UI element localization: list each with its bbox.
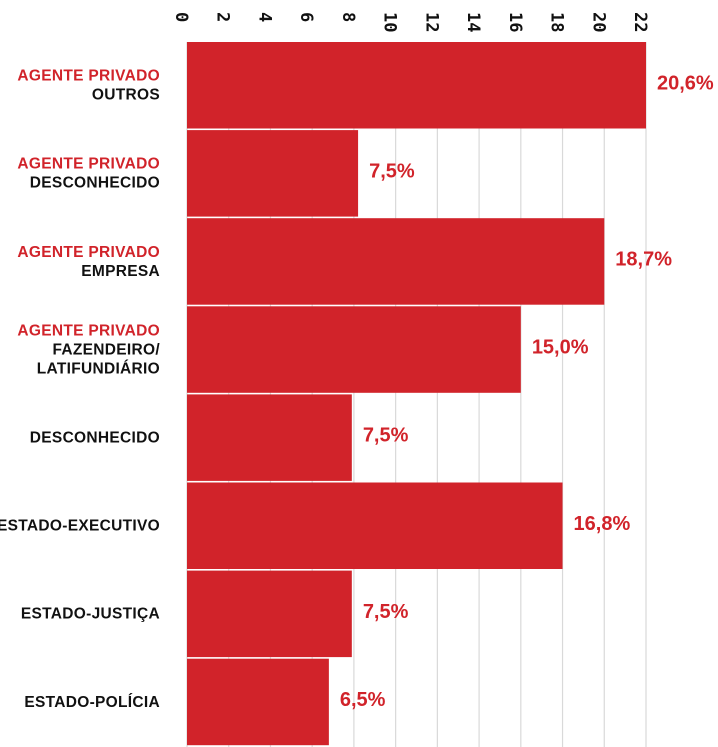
bar — [187, 394, 352, 481]
value-label: 16,8% — [574, 513, 631, 535]
x-tick-label: 12 — [421, 12, 441, 32]
category-label: LATIFUNDIÁRIO — [37, 360, 160, 377]
x-tick-label: 16 — [505, 12, 525, 32]
category-label: AGENTE PRIVADO — [17, 68, 160, 85]
category-label: AGENTE PRIVADO — [17, 244, 160, 261]
value-label: 20,6% — [657, 72, 714, 94]
x-tick-label: 2 — [213, 12, 233, 22]
bar — [187, 306, 521, 393]
bar — [187, 570, 352, 658]
category-label: ESTADO-EXECUTIVO — [0, 518, 160, 535]
bar — [187, 482, 563, 569]
category-label: DESCONHECIDO — [30, 430, 160, 447]
category-label: AGENTE PRIVADO — [17, 156, 160, 173]
bar — [187, 218, 605, 305]
x-tick-label: 18 — [547, 12, 567, 32]
value-label: 7,5% — [363, 425, 409, 447]
x-tick-label: 22 — [630, 12, 650, 32]
x-tick-label: 0 — [171, 12, 191, 22]
bar — [187, 42, 646, 129]
category-labels: AGENTE PRIVADO OUTROS AGENTE PRIVADO DESCON… — [0, 68, 160, 711]
value-label: 7,5% — [369, 160, 415, 182]
category-label: OUTROS — [92, 87, 160, 104]
value-label: 15,0% — [532, 337, 589, 359]
value-labels: 20,6% 7,5% 18,7% 15,0% 7,5% 16,8% 7,5% 6,5% — [340, 72, 714, 711]
category-label: ESTADO-POLÍCIA — [24, 694, 160, 711]
x-tick-label: 6 — [296, 12, 316, 22]
value-label: 6,5% — [340, 689, 386, 711]
value-label: 7,5% — [363, 601, 409, 623]
category-label: AGENTE PRIVADO — [17, 322, 160, 339]
bar — [187, 658, 329, 746]
value-label: 18,7% — [615, 249, 672, 271]
x-tick-label: 8 — [338, 12, 358, 22]
category-label: FAZENDEIRO/ — [52, 341, 160, 358]
bar — [187, 130, 359, 217]
x-axis-tick-labels: 0 2 4 6 8 10 12 14 16 18 20 22 — [171, 12, 650, 32]
bars — [187, 42, 646, 746]
category-label: DESCONHECIDO — [30, 175, 160, 192]
category-label: ESTADO-JUSTIÇA — [21, 606, 160, 623]
x-tick-label: 4 — [254, 12, 274, 22]
category-label: EMPRESA — [81, 263, 160, 280]
x-tick-label: 20 — [588, 12, 608, 32]
x-tick-label: 14 — [463, 12, 483, 32]
x-tick-label: 10 — [380, 12, 400, 32]
